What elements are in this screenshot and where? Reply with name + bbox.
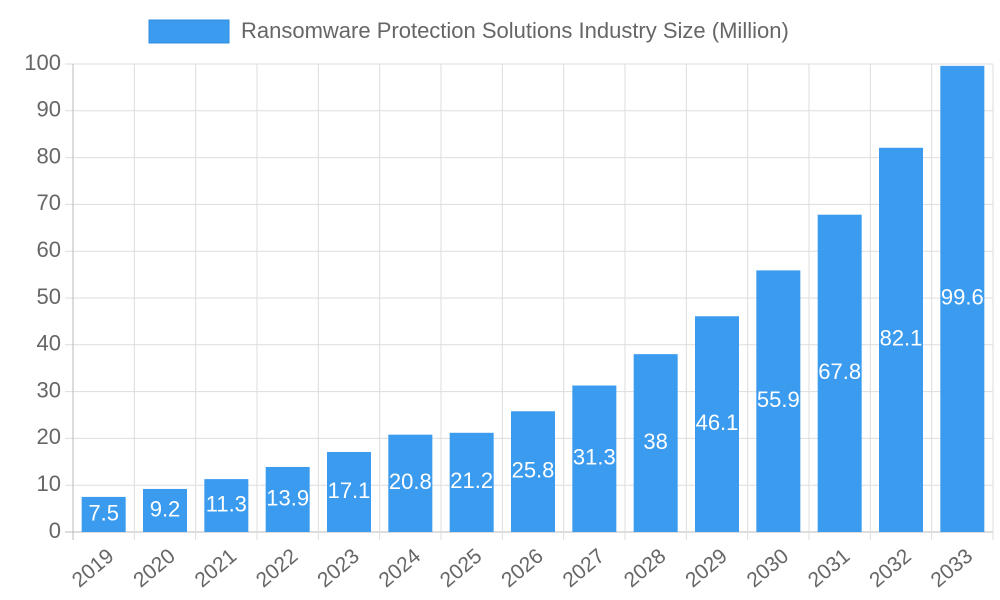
- y-tick-label: 50: [37, 284, 61, 309]
- x-tick-label: 2031: [804, 544, 855, 592]
- data-label: 17.1: [328, 478, 371, 503]
- data-label: 99.6: [941, 285, 984, 310]
- data-label: 11.3: [206, 491, 247, 516]
- x-tick-label: 2029: [681, 544, 732, 592]
- x-tick-label: 2027: [559, 544, 610, 592]
- data-label: 9.2: [150, 496, 181, 521]
- bar: [879, 147, 923, 532]
- bar: [327, 451, 371, 532]
- bar: [940, 65, 985, 532]
- x-tick-label: 2028: [620, 544, 671, 592]
- bar: [388, 434, 433, 532]
- y-tick-label: 80: [37, 143, 61, 168]
- data-label: 20.8: [389, 469, 432, 494]
- data-label: 46.1: [696, 410, 739, 435]
- bar: [143, 488, 187, 532]
- x-tick-label: 2030: [743, 544, 794, 592]
- x-tick-label: 2019: [68, 544, 119, 592]
- data-label: 25.8: [512, 457, 555, 482]
- data-label: 67.8: [818, 359, 861, 384]
- bar: [633, 354, 678, 532]
- x-tick-label: 2032: [865, 544, 916, 592]
- data-label: 82.1: [880, 326, 923, 351]
- y-tick-label: 30: [37, 377, 61, 402]
- data-label: 31.3: [573, 445, 616, 470]
- bar: [756, 270, 801, 532]
- y-tick-label: 90: [37, 97, 61, 122]
- bar: [511, 411, 555, 532]
- x-tick-label: 2020: [129, 544, 180, 592]
- y-tick-label: 10: [37, 471, 61, 496]
- x-tick-label: 2023: [313, 544, 364, 592]
- bar: [449, 432, 494, 532]
- data-label: 13.9: [266, 485, 309, 510]
- y-tick-label: 60: [37, 237, 61, 262]
- y-tick-label: 40: [37, 331, 61, 356]
- x-tick-label: 2024: [375, 544, 426, 592]
- legend-label[interactable]: Ransomware Protection Solutions Industry…: [241, 18, 789, 43]
- data-label: 21.2: [450, 468, 493, 493]
- bar: [265, 466, 310, 532]
- y-tick-label: 70: [37, 190, 61, 215]
- x-tick-label: 2021: [191, 544, 242, 592]
- x-tick-label: 2026: [497, 544, 548, 592]
- data-label: 55.9: [757, 387, 800, 412]
- bar: [204, 479, 249, 532]
- x-tick-label: 2022: [252, 544, 303, 592]
- y-tick-label: 100: [24, 50, 61, 75]
- bar: [572, 385, 617, 532]
- y-tick-label: 0: [49, 518, 61, 543]
- bar: [695, 316, 739, 532]
- y-tick-label: 20: [37, 424, 61, 449]
- data-label: 7.5: [88, 500, 119, 525]
- legend-swatch[interactable]: [148, 19, 230, 44]
- bar: [817, 214, 862, 533]
- bar: [81, 496, 126, 532]
- data-label: 38: [643, 429, 667, 454]
- x-tick-label: 2025: [436, 544, 487, 592]
- x-tick-label: 2033: [927, 544, 978, 592]
